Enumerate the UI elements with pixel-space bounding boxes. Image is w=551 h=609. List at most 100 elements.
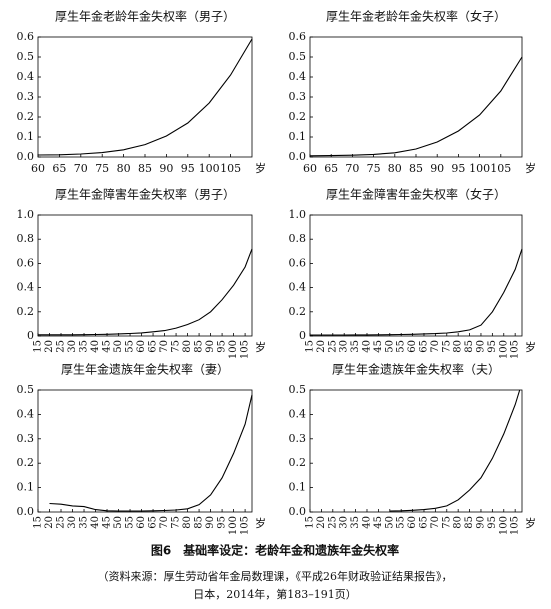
x-tick-label: 15 bbox=[33, 516, 44, 529]
x-tick-label: 75 bbox=[441, 340, 452, 353]
caption: 图6 基础率设定：老龄年金和遗族年金失权率 bbox=[151, 543, 399, 558]
x-tick-label: 80 bbox=[453, 340, 464, 353]
x-tick-label: 95 bbox=[217, 516, 228, 529]
y-tick-label: 0.3 bbox=[289, 432, 307, 445]
chart-title: 厚生年金障害年金失权率（女子） bbox=[326, 187, 506, 202]
x-tick-label: 70 bbox=[74, 162, 88, 175]
x-tick-label: 70 bbox=[159, 340, 170, 353]
x-tick-label: 35 bbox=[350, 340, 361, 353]
x-tick-label: 95 bbox=[487, 516, 498, 529]
y-tick-label: 0.4 bbox=[289, 407, 307, 420]
x-tick-label: 65 bbox=[148, 340, 159, 353]
x-tick-label: 60 bbox=[136, 340, 147, 353]
x-tick-label: 90 bbox=[205, 340, 216, 353]
chart-title: 厚生年金遗族年金失权率（妻） bbox=[61, 362, 229, 377]
x-tick-label: 90 bbox=[430, 162, 444, 175]
x-tick-label: 25 bbox=[327, 340, 338, 353]
y-tick-label: 0.1 bbox=[289, 130, 307, 143]
y-tick-label: 0.6 bbox=[289, 256, 307, 269]
data-line bbox=[49, 394, 253, 512]
x-tick-label: 55 bbox=[396, 516, 407, 529]
x-tick-label: 65 bbox=[52, 162, 66, 175]
y-tick-label: 0.2 bbox=[289, 456, 307, 469]
x-tick-label: 90 bbox=[205, 516, 216, 529]
x-tick-label: 100 bbox=[498, 340, 509, 359]
plot-frame bbox=[37, 36, 253, 158]
x-tick-label: 15 bbox=[33, 340, 44, 353]
x-tick-label: 60 bbox=[303, 162, 317, 175]
y-tick-label: 0.5 bbox=[289, 383, 307, 396]
x-tick-label: 85 bbox=[194, 340, 205, 353]
x-tick-label: 60 bbox=[407, 516, 418, 529]
y-tick-label: 0.8 bbox=[17, 232, 35, 245]
x-tick-label: 35 bbox=[350, 516, 361, 529]
chart-title: 厚生年金老龄年金失权率（男子） bbox=[55, 9, 235, 24]
y-tick-label: 0.3 bbox=[17, 90, 35, 103]
x-tick-label: 65 bbox=[148, 516, 159, 529]
chart-title: 厚生年金遗族年金失权率（夫） bbox=[332, 362, 500, 377]
x-tick-label: 25 bbox=[56, 516, 67, 529]
x-axis-label: 岁 bbox=[525, 516, 536, 530]
plot-frame bbox=[309, 36, 523, 158]
x-tick-label: 95 bbox=[487, 340, 498, 353]
y-tick-label: 0.2 bbox=[289, 305, 307, 318]
y-tick-label: 0.4 bbox=[17, 281, 35, 294]
x-tick-label: 65 bbox=[324, 162, 338, 175]
x-tick-label: 60 bbox=[407, 340, 418, 353]
x-tick-label: 85 bbox=[194, 516, 205, 529]
chart-title: 厚生年金老龄年金失权率（女子） bbox=[326, 9, 506, 24]
x-tick-label: 35 bbox=[79, 340, 90, 353]
x-tick-label: 70 bbox=[430, 340, 441, 353]
x-tick-label: 75 bbox=[95, 162, 109, 175]
x-tick-label: 20 bbox=[44, 516, 55, 529]
x-tick-label: 100 bbox=[199, 162, 220, 175]
x-tick-label: 45 bbox=[373, 340, 384, 353]
x-tick-label: 45 bbox=[102, 340, 113, 353]
y-tick-label: 0.4 bbox=[17, 407, 35, 420]
data-line bbox=[310, 248, 523, 336]
y-tick-label: 0 bbox=[27, 329, 34, 342]
x-tick-label: 15 bbox=[305, 340, 316, 353]
y-tick-label: 0.6 bbox=[17, 30, 35, 43]
x-tick-label: 65 bbox=[418, 340, 429, 353]
y-tick-label: 1.0 bbox=[289, 208, 307, 221]
y-tick-label: 0.5 bbox=[289, 50, 307, 63]
x-tick-label: 45 bbox=[373, 516, 384, 529]
x-tick-label: 85 bbox=[464, 516, 475, 529]
x-axis-label: 岁 bbox=[255, 161, 266, 175]
x-tick-label: 100 bbox=[228, 340, 239, 359]
x-tick-label: 50 bbox=[384, 340, 395, 353]
y-tick-label: 0.2 bbox=[289, 110, 307, 123]
plot-frame bbox=[37, 214, 253, 337]
x-tick-label: 80 bbox=[117, 162, 131, 175]
y-tick-label: 1.0 bbox=[17, 208, 35, 221]
x-tick-label: 90 bbox=[475, 516, 486, 529]
plot-frame bbox=[37, 389, 253, 513]
x-tick-label: 60 bbox=[31, 162, 45, 175]
x-tick-label: 105 bbox=[220, 162, 241, 175]
x-axis-label: 岁 bbox=[525, 340, 536, 354]
chart-title: 厚生年金障害年金失权率（男子） bbox=[55, 187, 235, 202]
x-tick-label: 80 bbox=[453, 516, 464, 529]
x-tick-label: 100 bbox=[228, 516, 239, 535]
x-tick-label: 50 bbox=[113, 340, 124, 353]
y-tick-label: 0.1 bbox=[289, 481, 307, 494]
x-tick-label: 75 bbox=[441, 516, 452, 529]
y-tick-label: 0.0 bbox=[17, 505, 35, 518]
x-tick-label: 105 bbox=[510, 516, 521, 535]
source: （资料来源：厚生劳动省年金局数理课，《平成26年财政验证结果报告》， bbox=[98, 569, 453, 583]
y-tick-label: 0.2 bbox=[17, 305, 35, 318]
x-tick-label: 30 bbox=[339, 340, 350, 353]
x-tick-label: 100 bbox=[469, 162, 490, 175]
x-tick-label: 40 bbox=[90, 340, 101, 353]
y-tick-label: 0.6 bbox=[289, 30, 307, 43]
y-tick-label: 0.4 bbox=[17, 70, 35, 83]
x-tick-label: 55 bbox=[125, 340, 136, 353]
x-tick-label: 50 bbox=[113, 516, 124, 529]
y-tick-label: 0.4 bbox=[289, 70, 307, 83]
x-tick-label: 85 bbox=[409, 162, 423, 175]
x-tick-label: 20 bbox=[316, 516, 327, 529]
y-tick-label: 0.6 bbox=[17, 256, 35, 269]
x-tick-label: 25 bbox=[327, 516, 338, 529]
